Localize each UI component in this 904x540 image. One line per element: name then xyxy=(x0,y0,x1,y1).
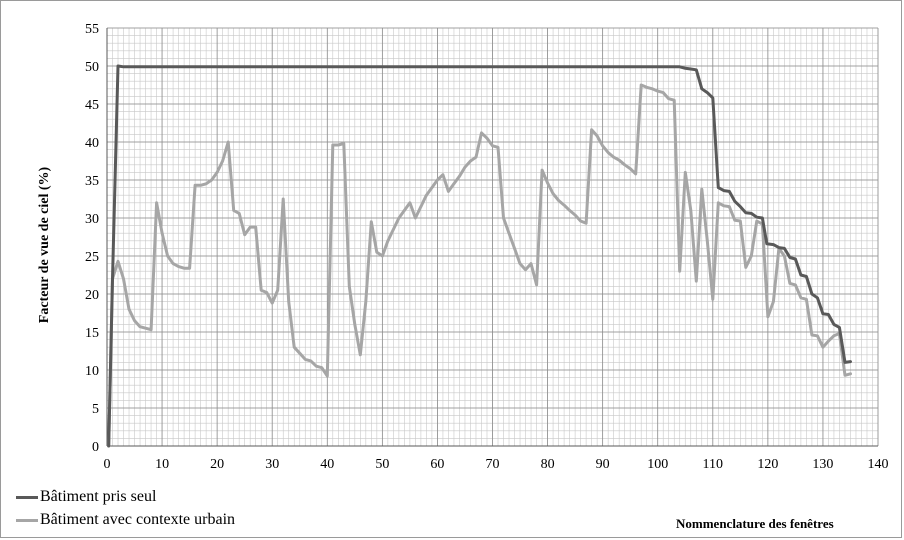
x-tick-label: 140 xyxy=(868,457,889,472)
x-axis-label: Nommenclature des fenêtres xyxy=(676,516,834,531)
x-tick-label: 120 xyxy=(757,457,778,472)
y-tick-label: 10 xyxy=(85,364,99,379)
legend-item-series-2: Bâtiment avec contexte urbain xyxy=(16,511,235,529)
y-tick-label: 0 xyxy=(92,440,99,455)
x-tick-label: 10 xyxy=(155,457,169,472)
x-tick-label: 30 xyxy=(265,457,279,472)
series-lines xyxy=(107,64,852,448)
x-tick-label: 90 xyxy=(596,457,610,472)
x-tick-label: 0 xyxy=(104,457,111,472)
y-tick-label: 55 xyxy=(85,22,99,37)
axes xyxy=(106,28,878,447)
legend-item-series-1: Bâtiment pris seul xyxy=(16,488,156,506)
x-tick-label: 100 xyxy=(647,457,668,472)
x-tick-label: 60 xyxy=(430,457,444,472)
x-tick-label: 80 xyxy=(541,457,555,472)
y-tick-label: 15 xyxy=(85,326,99,341)
y-tick-label: 35 xyxy=(85,174,99,189)
y-tick-label: 25 xyxy=(85,250,99,265)
x-tick-label: 70 xyxy=(486,457,500,472)
y-tick-label: 5 xyxy=(92,402,99,417)
legend-swatch-series-2 xyxy=(16,518,38,522)
y-tick-label: 40 xyxy=(85,136,99,151)
legend-swatch-series-1 xyxy=(16,495,38,499)
x-tick-label: 130 xyxy=(812,457,833,472)
y-tick-label: 20 xyxy=(85,288,99,303)
y-tick-labels: 0 5 10 15 20 25 30 35 40 45 50 55 xyxy=(85,22,99,455)
legend-label-series-1: Bâtiment pris seul xyxy=(40,488,157,505)
series-line-1 xyxy=(107,64,852,448)
x-tick-labels: 0 10 20 30 40 50 60 70 80 90 100 110 120 130 140 xyxy=(104,457,889,472)
x-tick-label: 50 xyxy=(375,457,389,472)
y-tick-label: 50 xyxy=(85,60,99,75)
y-tick-label: 45 xyxy=(85,98,99,113)
series-line-2 xyxy=(107,83,852,448)
y-tick-label: 30 xyxy=(85,212,99,227)
y-axis-label: Facteur de vue de ciel (%) xyxy=(37,166,52,323)
legend-label-series-2: Bâtiment avec contexte urbain xyxy=(40,511,236,528)
x-tick-label: 110 xyxy=(703,457,723,472)
x-tick-label: 20 xyxy=(210,457,224,472)
x-tick-label: 40 xyxy=(320,457,334,472)
